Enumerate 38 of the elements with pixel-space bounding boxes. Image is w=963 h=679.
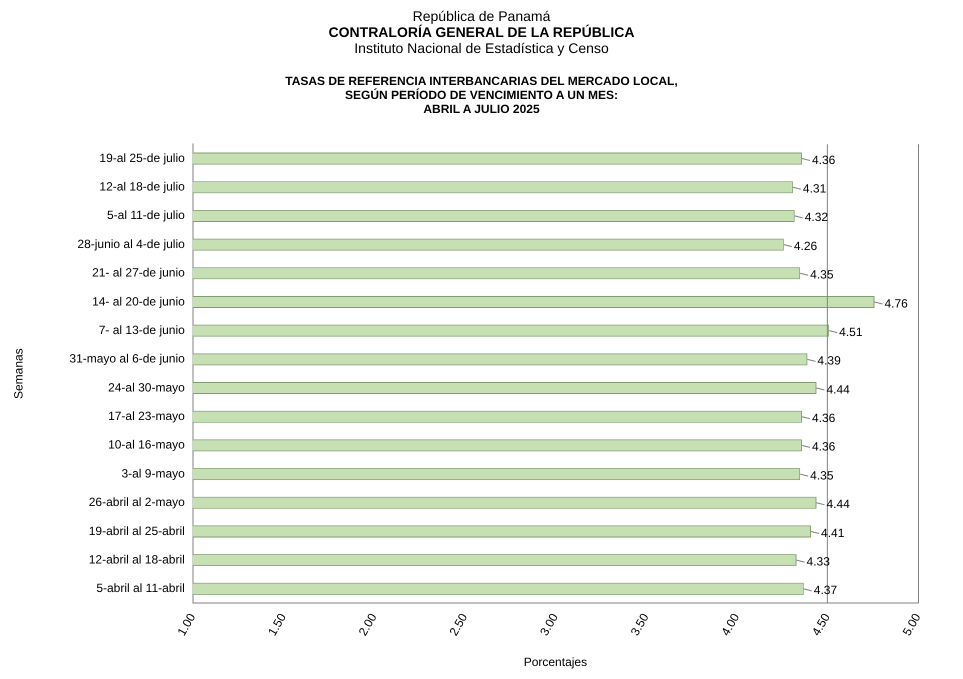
data-label: 4.35 bbox=[810, 468, 834, 482]
y-tick-label: 5-al 11-de julio bbox=[106, 208, 186, 222]
data-label: 4.31 bbox=[802, 182, 827, 196]
text: Instituto Nacional de Estadística y Censo bbox=[353, 40, 610, 56]
y-tick-label: 24-al 30-mayo bbox=[108, 380, 186, 394]
data-label: 4.41 bbox=[821, 526, 845, 540]
data-label: 4.36 bbox=[812, 411, 836, 426]
y-tick-label: 5-abril al 11-abril bbox=[96, 581, 185, 596]
y-tick-label: 7- al 13-de junio bbox=[98, 322, 186, 337]
y-tick-label: 12-abril al 18-abril bbox=[88, 552, 185, 566]
data-label: 4.44 bbox=[826, 382, 850, 396]
data-label: 4.35 bbox=[810, 268, 834, 282]
y-tick-label: 10-al 16-mayo bbox=[108, 438, 186, 452]
data-label: 4.32 bbox=[804, 210, 828, 224]
data-label: 4.37 bbox=[814, 583, 838, 598]
text: CONTRALORÍA GENERAL DE LA REPÚBLICA bbox=[328, 24, 636, 40]
y-tick-label: 21- al 27-de junio bbox=[92, 266, 186, 280]
data-label: 4.36 bbox=[812, 152, 836, 167]
data-label: 4.33 bbox=[806, 554, 830, 568]
y-tick-label: 17-al 23-mayo bbox=[108, 409, 186, 424]
data-label: 4.44 bbox=[826, 497, 850, 512]
y-tick-label: 14- al 20-de junio bbox=[92, 294, 186, 308]
x-axis-title: Porcentajes bbox=[524, 655, 588, 670]
data-label: 4.51 bbox=[839, 324, 863, 339]
y-tick-label: 31-mayo al 6-de junio bbox=[69, 352, 186, 366]
y-tick-label: 28-junio al 4-de julio bbox=[77, 236, 186, 251]
y-tick-label: 12-al 18-de julio bbox=[99, 180, 186, 194]
y-tick-label: 19-abril al 25-abril bbox=[88, 524, 185, 538]
data-label: 4.76 bbox=[884, 296, 908, 310]
data-label: 4.26 bbox=[794, 238, 818, 253]
y-tick-label: 19-al 25-de julio bbox=[99, 150, 186, 165]
y-tick-label: 3-al 9-mayo bbox=[121, 466, 186, 480]
text: República de Panamá bbox=[412, 8, 552, 24]
data-label: 4.39 bbox=[817, 354, 842, 368]
y-tick-label: 26-abril al 2-mayo bbox=[88, 495, 186, 510]
y-axis-title: Semanas bbox=[12, 348, 26, 400]
data-label: 4.36 bbox=[812, 440, 836, 454]
chart-title: TASAS DE REFERENCIA INTERBANCARIAS DEL MERCADO LOCAL, SEGÚN PERÍODO DE VENCIMIENTO A UN MES: ABRIL A JULIO 2025 bbox=[284, 74, 679, 116]
